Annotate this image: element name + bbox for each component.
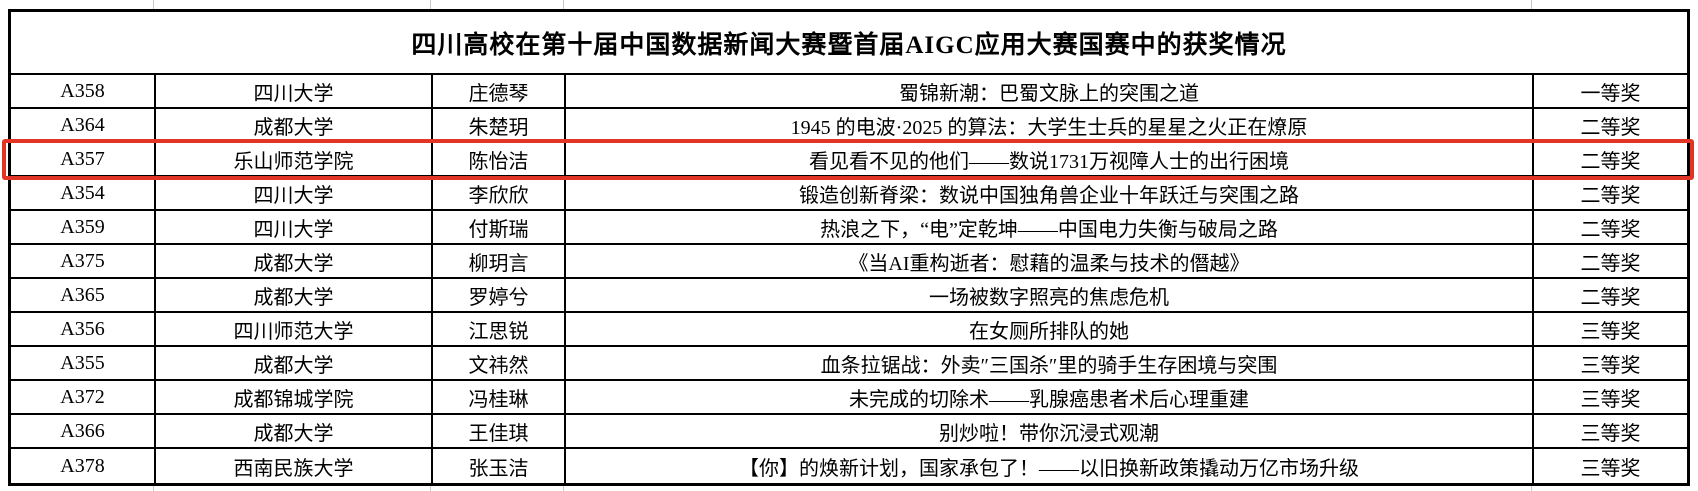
table-row: A378 西南民族大学 张玉洁 【你】的焕新计划，国家承包了！——以旧换新政策撬… (11, 449, 1687, 483)
cell-name: 柳玥言 (433, 245, 566, 277)
cell-school: 四川师范大学 (156, 313, 433, 345)
table-row: A355 成都大学 文祎然 血条拉锯战：外卖″三国杀″里的骑手生存困境与突围 三… (11, 347, 1687, 381)
table-row: A354 四川大学 李欣欣 锻造创新脊梁：数说中国独角兽企业十年跃迁与突围之路 … (11, 177, 1687, 211)
cell-work: 未完成的切除术——乳腺癌患者术后心理重建 (566, 381, 1534, 413)
cell-id: A354 (11, 177, 156, 209)
gridline-stub (1531, 0, 1532, 9)
cell-id: A365 (11, 279, 156, 311)
cell-school: 成都锦城学院 (156, 381, 433, 413)
cell-name: 陈怡洁 (433, 143, 566, 175)
cell-school: 四川大学 (156, 177, 433, 209)
cell-award: 二等奖 (1580, 286, 1641, 309)
table-row: A375 成都大学 柳玥言 《当AI重构逝者：慰藉的温柔与技术的僭越》 二等奖 (11, 245, 1687, 279)
table-row: A366 成都大学 王佳琪 别炒啦！带你沉浸式观潮 三等奖 (11, 415, 1687, 449)
cell-id: A358 (11, 75, 156, 107)
gridline-stub (563, 0, 564, 9)
cell-name: 李欣欣 (433, 177, 566, 209)
cell-work: 看见看不见的他们——数说1731万视障人士的出行困境 (566, 143, 1534, 175)
cell-name: 张玉洁 (433, 449, 566, 483)
table-row-highlighted: A357 乐山师范学院 陈怡洁 看见看不见的他们——数说1731万视障人士的出行… (11, 143, 1687, 177)
cell-id: A372 (11, 381, 156, 413)
cell-work: 血条拉锯战：外卖″三国杀″里的骑手生存困境与突围 (566, 347, 1534, 379)
table-title: 四川高校在第十届中国数据新闻大赛暨首届AIGC应用大赛国赛中的获奖情况 (11, 12, 1687, 75)
cell-school: 成都大学 (156, 279, 433, 311)
cell-school: 乐山师范学院 (156, 143, 433, 175)
table-row: A356 四川师范大学 江思锐 在女厕所排队的她 三等奖 (11, 313, 1687, 347)
cell-work: 别炒啦！带你沉浸式观潮 (566, 415, 1534, 447)
cell-school: 成都大学 (156, 109, 433, 141)
cell-id: A378 (11, 449, 156, 483)
gridline-stub (153, 483, 154, 491)
cell-award: 三等奖 (1580, 388, 1641, 411)
cell-work: 1945 的电波·2025 的算法：大学生士兵的星星之火正在燎原 (566, 109, 1534, 141)
gridline-stub (153, 0, 154, 9)
table-row: A358 四川大学 庄德琴 蜀锦新潮：巴蜀文脉上的突围之道 一等奖 (11, 75, 1687, 109)
cell-id: A366 (11, 415, 156, 447)
cell-name: 付斯瑞 (433, 211, 566, 243)
cell-work: 【你】的焕新计划，国家承包了！——以旧换新政策撬动万亿市场升级 (566, 449, 1534, 483)
cell-award: 二等奖 (1580, 150, 1641, 173)
cell-name: 冯桂琳 (433, 381, 566, 413)
cell-award: 三等奖 (1580, 422, 1641, 445)
cell-work: 《当AI重构逝者：慰藉的温柔与技术的僭越》 (566, 245, 1534, 277)
cell-id: A364 (11, 109, 156, 141)
table-row: A365 成都大学 罗婷兮 一场被数字照亮的焦虑危机 二等奖 (11, 279, 1687, 313)
cell-award: 一等奖 (1580, 82, 1641, 105)
table-row: A364 成都大学 朱楚玥 1945 的电波·2025 的算法：大学生士兵的星星… (11, 109, 1687, 143)
cell-school: 成都大学 (156, 245, 433, 277)
gridline-stub (563, 483, 564, 491)
gridline-stub (1531, 483, 1532, 491)
cell-work: 蜀锦新潮：巴蜀文脉上的突围之道 (566, 75, 1534, 107)
cell-name: 罗婷兮 (433, 279, 566, 311)
cell-name: 江思锐 (433, 313, 566, 345)
cell-name: 文祎然 (433, 347, 566, 379)
cell-award: 二等奖 (1580, 218, 1641, 241)
cell-work: 在女厕所排队的她 (566, 313, 1534, 345)
gridline-stub (430, 483, 431, 491)
cell-name: 朱楚玥 (433, 109, 566, 141)
cell-id: A359 (11, 211, 156, 243)
cell-work: 热浪之下，“电”定乾坤——中国电力失衡与破局之路 (566, 211, 1534, 243)
cell-award: 二等奖 (1580, 252, 1641, 275)
table-row: A359 四川大学 付斯瑞 热浪之下，“电”定乾坤——中国电力失衡与破局之路 二… (11, 211, 1687, 245)
cell-id: A357 (11, 143, 156, 175)
cell-school: 成都大学 (156, 415, 433, 447)
cell-school: 四川大学 (156, 211, 433, 243)
cell-work: 锻造创新脊梁：数说中国独角兽企业十年跃迁与突围之路 (566, 177, 1534, 209)
cell-id: A355 (11, 347, 156, 379)
cell-id: A375 (11, 245, 156, 277)
cell-school: 成都大学 (156, 347, 433, 379)
cell-award: 三等奖 (1580, 320, 1641, 343)
table-row: A372 成都锦城学院 冯桂琳 未完成的切除术——乳腺癌患者术后心理重建 三等奖 (11, 381, 1687, 415)
cell-school: 西南民族大学 (156, 449, 433, 483)
cell-work: 一场被数字照亮的焦虑危机 (566, 279, 1534, 311)
cell-award: 二等奖 (1580, 116, 1641, 139)
cell-school: 四川大学 (156, 75, 433, 107)
cell-award: 三等奖 (1580, 457, 1641, 480)
cell-name: 王佳琪 (433, 415, 566, 447)
award-table: 四川高校在第十届中国数据新闻大赛暨首届AIGC应用大赛国赛中的获奖情况 A358… (8, 9, 1690, 486)
gridline-stub (430, 0, 431, 9)
cell-award: 三等奖 (1580, 354, 1641, 377)
cell-name: 庄德琴 (433, 75, 566, 107)
cell-award: 二等奖 (1580, 184, 1641, 207)
cell-id: A356 (11, 313, 156, 345)
